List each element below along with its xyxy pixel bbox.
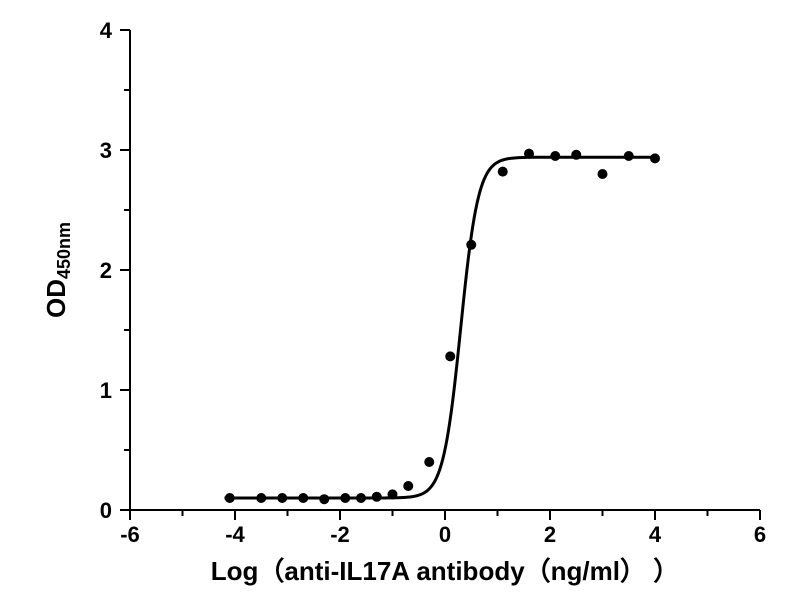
x-tick-label: 6 — [754, 522, 766, 547]
fit-curve — [225, 157, 656, 498]
data-point — [225, 493, 235, 503]
data-point — [445, 351, 455, 361]
y-tick-label: 3 — [100, 138, 112, 163]
x-tick-label: -2 — [330, 522, 350, 547]
data-point — [524, 149, 534, 159]
x-tick-label: 0 — [439, 522, 451, 547]
data-point — [571, 150, 581, 160]
x-tick-label: -4 — [225, 522, 245, 547]
data-point — [650, 153, 660, 163]
dose-response-chart: -6 -4 -2 0 2 4 6 0 1 2 3 4 OD450nm Log（anti-IL17A ant… — [0, 0, 800, 598]
data-point — [550, 151, 560, 161]
data-point — [319, 494, 329, 504]
data-point — [403, 481, 413, 491]
data-point — [498, 167, 508, 177]
y-tick-label: 2 — [100, 258, 112, 283]
data-point — [356, 493, 366, 503]
data-point — [624, 151, 634, 161]
data-point — [388, 489, 398, 499]
data-point — [298, 493, 308, 503]
data-point — [466, 240, 476, 250]
y-tick-label: 1 — [100, 378, 112, 403]
y-axis-label: OD450nm — [41, 222, 74, 318]
data-point — [340, 493, 350, 503]
x-tick-label: 2 — [544, 522, 556, 547]
x-tick-label: 4 — [649, 522, 662, 547]
data-point — [372, 492, 382, 502]
data-point — [424, 457, 434, 467]
data-point — [256, 493, 266, 503]
x-axis-label: Log（anti-IL17A antibody（ng/ml） ） — [211, 556, 679, 586]
x-tick-label: -6 — [120, 522, 140, 547]
data-point — [277, 493, 287, 503]
y-tick-label: 4 — [100, 18, 113, 43]
y-tick-label: 0 — [100, 498, 112, 523]
data-point — [598, 169, 608, 179]
